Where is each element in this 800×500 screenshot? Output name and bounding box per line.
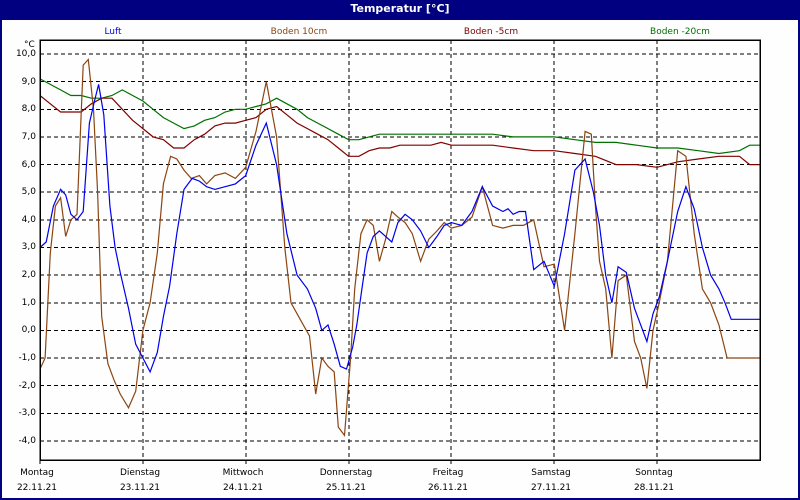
x-tick-label: Mittwoch 24.11.21 — [203, 467, 283, 494]
x-tick-label: Donnerstag 25.11.21 — [306, 467, 386, 494]
x-tick-day: Samstag — [531, 468, 571, 478]
legend-item: Boden -20cm — [650, 27, 710, 37]
plot-frame — [39, 39, 761, 461]
x-tick-day: Montag — [20, 468, 54, 478]
window-title: Temperatur [°C] — [0, 0, 800, 20]
y-tick-label: 10,0 — [15, 49, 36, 59]
x-tick-label: Samstag 27.11.21 — [511, 467, 591, 494]
x-tick-date: 22.11.21 — [16, 483, 58, 493]
y-tick-label: -3,0 — [18, 408, 36, 419]
y-tick-label: 7,0 — [21, 131, 36, 142]
legend-item: Luft — [104, 27, 122, 37]
x-tick-label: Freitag 26.11.21 — [408, 467, 488, 494]
y-axis-unit: °C — [24, 40, 35, 50]
x-tick-label: Montag 22.11.21 — [0, 467, 77, 494]
x-tick-day: Sonntag — [635, 468, 673, 478]
x-tick-date: 25.11.21 — [325, 483, 367, 493]
y-tick-label: 9,0 — [21, 76, 36, 87]
x-tick-day: Freitag — [432, 468, 464, 478]
x-tick-date: 24.11.21 — [222, 483, 264, 493]
y-tick-label: 4,0 — [21, 214, 36, 225]
y-tick-label: -2,0 — [18, 380, 36, 391]
y-tick-label: 6,0 — [21, 159, 36, 170]
series-line-boden-5cm — [39, 95, 760, 168]
x-tick-label: Dienstag 23.11.21 — [100, 467, 180, 494]
series-line-boden-10cm — [39, 58, 760, 438]
y-tick-label: -1,0 — [18, 353, 36, 364]
x-tick-label: Sonntag 28.11.21 — [614, 467, 694, 494]
x-tick-day: Mittwoch — [222, 468, 264, 478]
legend-item: Boden 10cm — [270, 27, 328, 37]
y-tick-label: 0,0 — [21, 325, 36, 336]
y-tick-label: 3,0 — [21, 242, 36, 253]
x-tick-day: Dienstag — [119, 468, 161, 478]
y-tick-label: 8,0 — [21, 104, 36, 115]
legend-item: Boden -5cm — [463, 27, 519, 37]
x-tick-date: 28.11.21 — [633, 483, 675, 493]
x-tick-date: 27.11.21 — [530, 483, 572, 493]
y-tick-label: 1,0 — [21, 297, 36, 308]
chart-panel — [2, 20, 798, 498]
x-tick-day: Donnerstag — [319, 468, 373, 478]
y-tick-label: 2,0 — [21, 270, 36, 281]
x-tick-date: 26.11.21 — [427, 483, 469, 493]
series-line-boden-20cm — [39, 78, 760, 155]
series-line-luft — [39, 84, 760, 374]
y-tick-label: -4,0 — [18, 435, 36, 446]
y-tick-label: 5,0 — [21, 187, 36, 198]
x-tick-date: 23.11.21 — [119, 483, 161, 493]
